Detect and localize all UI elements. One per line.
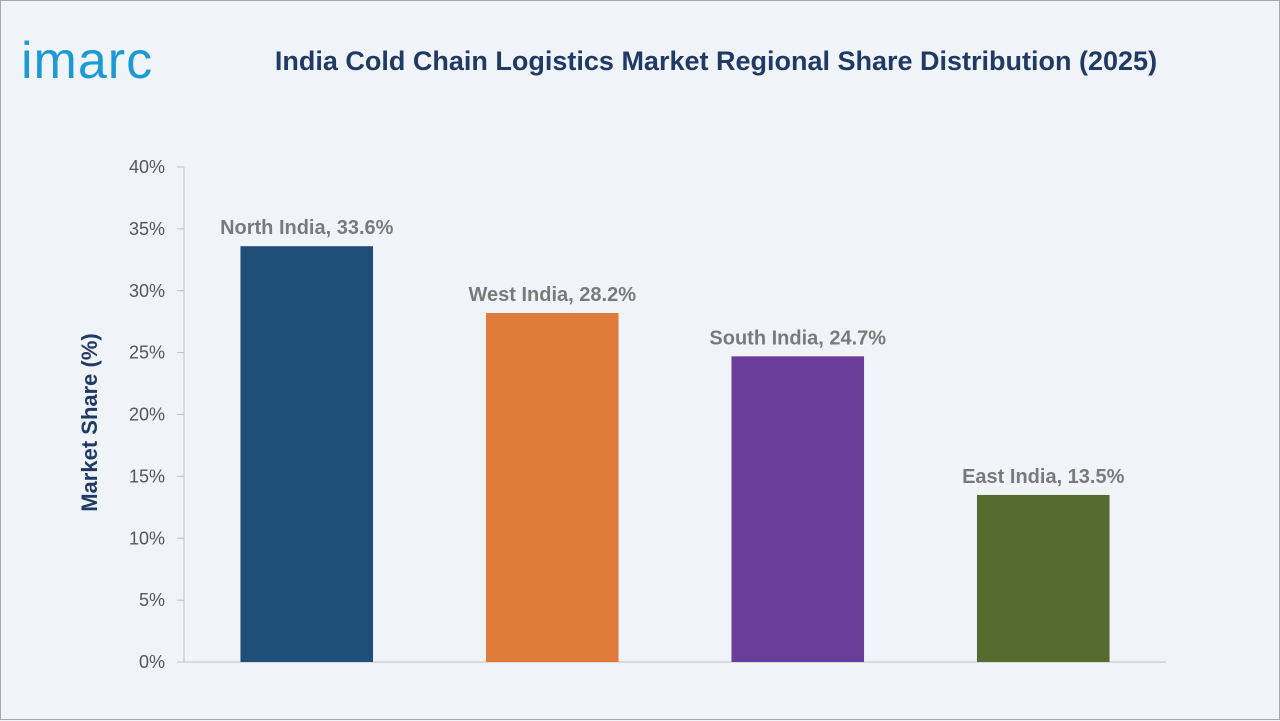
data-label: North India, 33.6% [220, 217, 394, 239]
bar-west-india [485, 313, 619, 662]
imarc-logo: imarc [21, 32, 154, 90]
chart-bars [240, 246, 1110, 662]
y-tick-label: 15% [129, 466, 165, 486]
data-label: South India, 24.7% [709, 327, 886, 349]
chart-data-labels: North India, 33.6% West India, 28.2% South… [220, 217, 1125, 488]
y-tick-label: 5% [139, 590, 165, 610]
data-label: East India, 13.5% [962, 466, 1125, 488]
y-axis-label: Market Share (%) [77, 333, 102, 512]
bar-east-india [976, 494, 1110, 662]
chart-title: India Cold Chain Logistics Market Region… [274, 46, 1158, 76]
bar-south-india [731, 356, 865, 662]
y-tick-label: 10% [129, 528, 165, 548]
chart-axes: 0% 5% 10% 15% 20% 25% 30% 35% 40% [129, 157, 1166, 672]
data-label: West India, 28.2% [469, 284, 637, 306]
y-tick-label: 40% [129, 157, 165, 177]
y-tick-label: 25% [129, 343, 165, 363]
bar-north-india [240, 246, 374, 662]
y-tick-label: 30% [129, 281, 165, 301]
y-tick-label: 20% [129, 405, 165, 425]
y-tick-label: 35% [129, 219, 165, 239]
y-tick-label: 0% [139, 652, 165, 672]
